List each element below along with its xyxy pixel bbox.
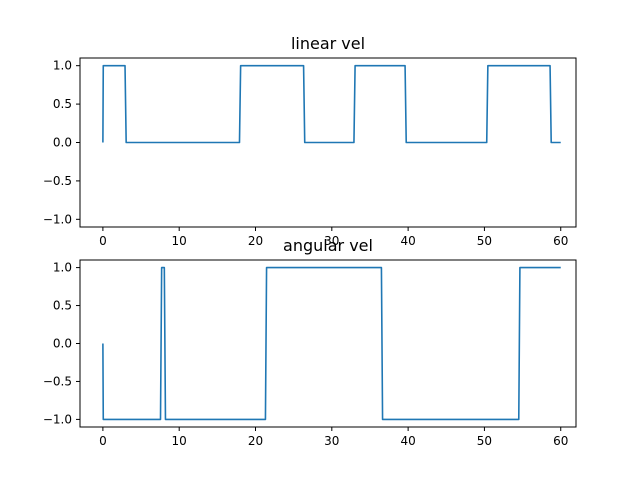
angular-vel-y-axis: −1.0 −0.5 0.0 0.5 1.0 [43,261,80,426]
linear-vel-y-tick-label: −1.0 [43,212,72,226]
linear-vel-y-tick-label: 1.0 [53,59,72,73]
linear-vel-x-tick-label: 60 [553,234,568,248]
angular-vel-x-tick-label: 30 [324,434,339,448]
angular-vel-title: angular vel [283,236,373,255]
linear-vel-x-tick-label: 30 [324,234,339,248]
angular-vel-x-axis: 0 10 20 30 40 50 60 [99,427,568,448]
angular-vel-x-tick-label: 60 [553,434,568,448]
linear-vel-series-line [102,64,561,144]
angular-vel-series-line [102,266,561,421]
linear-vel-x-axis: 0 10 20 30 40 50 60 [99,227,568,248]
angular-vel-x-tick-label: 10 [172,434,187,448]
linear-vel-y-tick-label: 0.0 [53,136,72,150]
angular-vel-y-tick-label: 0.5 [53,299,72,313]
angular-vel-x-tick-label: 40 [400,434,415,448]
linear-vel-x-tick-label: 40 [400,234,415,248]
angular-vel-y-tick-label: 0.0 [53,337,72,351]
linear-vel-x-tick-label: 20 [248,234,263,248]
linear-vel-x-tick-label: 0 [99,234,107,248]
angular-vel-x-tick-label: 0 [99,434,107,448]
linear-vel-x-tick-label: 10 [172,234,187,248]
angular-vel-y-tick-label: 1.0 [53,261,72,275]
linear-vel-title: linear vel [291,34,365,53]
linear-vel-y-tick-label: −0.5 [43,174,72,188]
angular-vel-y-tick-label: −0.5 [43,374,72,388]
angular-vel-subplot: 0 10 20 30 40 50 60 −1.0 −0.5 0.0 0.5 1.0 angular … [43,236,577,448]
linear-vel-x-tick-label: 50 [477,234,492,248]
angular-vel-x-tick-label: 50 [477,434,492,448]
linear-vel-y-tick-label: 0.5 [53,97,72,111]
linear-vel-y-axis: −1.0 −0.5 0.0 0.5 1.0 [43,59,80,226]
angular-vel-x-tick-label: 20 [248,434,263,448]
angular-vel-y-tick-label: −1.0 [43,412,72,426]
linear-vel-subplot: 0 10 20 30 40 50 60 −1.0 −0.5 0.0 0.5 1.0 linear v… [43,34,577,248]
